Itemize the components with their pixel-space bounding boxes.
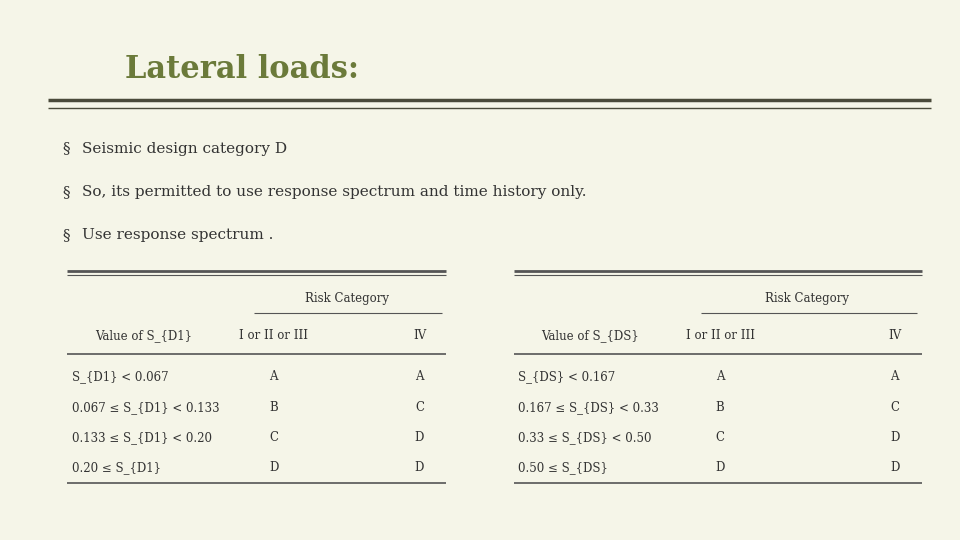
Text: Risk Category: Risk Category: [304, 292, 389, 305]
Text: A: A: [416, 370, 423, 383]
Text: S_{D1} < 0.067: S_{D1} < 0.067: [72, 370, 169, 383]
Text: D: D: [715, 461, 725, 474]
Text: D: D: [269, 461, 278, 474]
Text: 0.20 ≤ S_{D1}: 0.20 ≤ S_{D1}: [72, 461, 161, 474]
Text: S_{DS} < 0.167: S_{DS} < 0.167: [518, 370, 615, 383]
Text: Risk Category: Risk Category: [765, 292, 850, 305]
Text: A: A: [270, 370, 277, 383]
Text: C: C: [890, 401, 900, 414]
Text: 0.50 ≤ S_{DS}: 0.50 ≤ S_{DS}: [518, 461, 609, 474]
Text: 0.167 ≤ S_{DS} < 0.33: 0.167 ≤ S_{DS} < 0.33: [518, 401, 660, 414]
Text: D: D: [415, 461, 424, 474]
Text: D: D: [890, 431, 900, 444]
Text: I or II or III: I or II or III: [239, 329, 308, 342]
Text: IV: IV: [413, 329, 426, 342]
Text: 0.067 ≤ S_{D1} < 0.133: 0.067 ≤ S_{D1} < 0.133: [72, 401, 220, 414]
Text: B: B: [269, 401, 278, 414]
Text: D: D: [415, 431, 424, 444]
Text: B: B: [715, 401, 725, 414]
Text: 0.133 ≤ S_{D1} < 0.20: 0.133 ≤ S_{D1} < 0.20: [72, 431, 212, 444]
Text: §: §: [62, 228, 70, 242]
Text: A: A: [891, 370, 899, 383]
Text: Seismic design category D: Seismic design category D: [82, 141, 287, 156]
Text: I or II or III: I or II or III: [685, 329, 755, 342]
Text: IV: IV: [888, 329, 901, 342]
Text: §: §: [62, 141, 70, 156]
Text: Value of S_{D1}: Value of S_{D1}: [95, 329, 193, 342]
Text: Lateral loads:: Lateral loads:: [125, 54, 359, 85]
Text: 0.33 ≤ S_{DS} < 0.50: 0.33 ≤ S_{DS} < 0.50: [518, 431, 652, 444]
Text: C: C: [269, 431, 278, 444]
Text: Value of S_{DS}: Value of S_{DS}: [541, 329, 639, 342]
Text: §: §: [62, 185, 70, 199]
Text: D: D: [890, 461, 900, 474]
Text: A: A: [716, 370, 724, 383]
Text: So, its permitted to use response spectrum and time history only.: So, its permitted to use response spectr…: [82, 185, 587, 199]
Text: C: C: [715, 431, 725, 444]
Text: Use response spectrum .: Use response spectrum .: [82, 228, 273, 242]
Text: C: C: [415, 401, 424, 414]
